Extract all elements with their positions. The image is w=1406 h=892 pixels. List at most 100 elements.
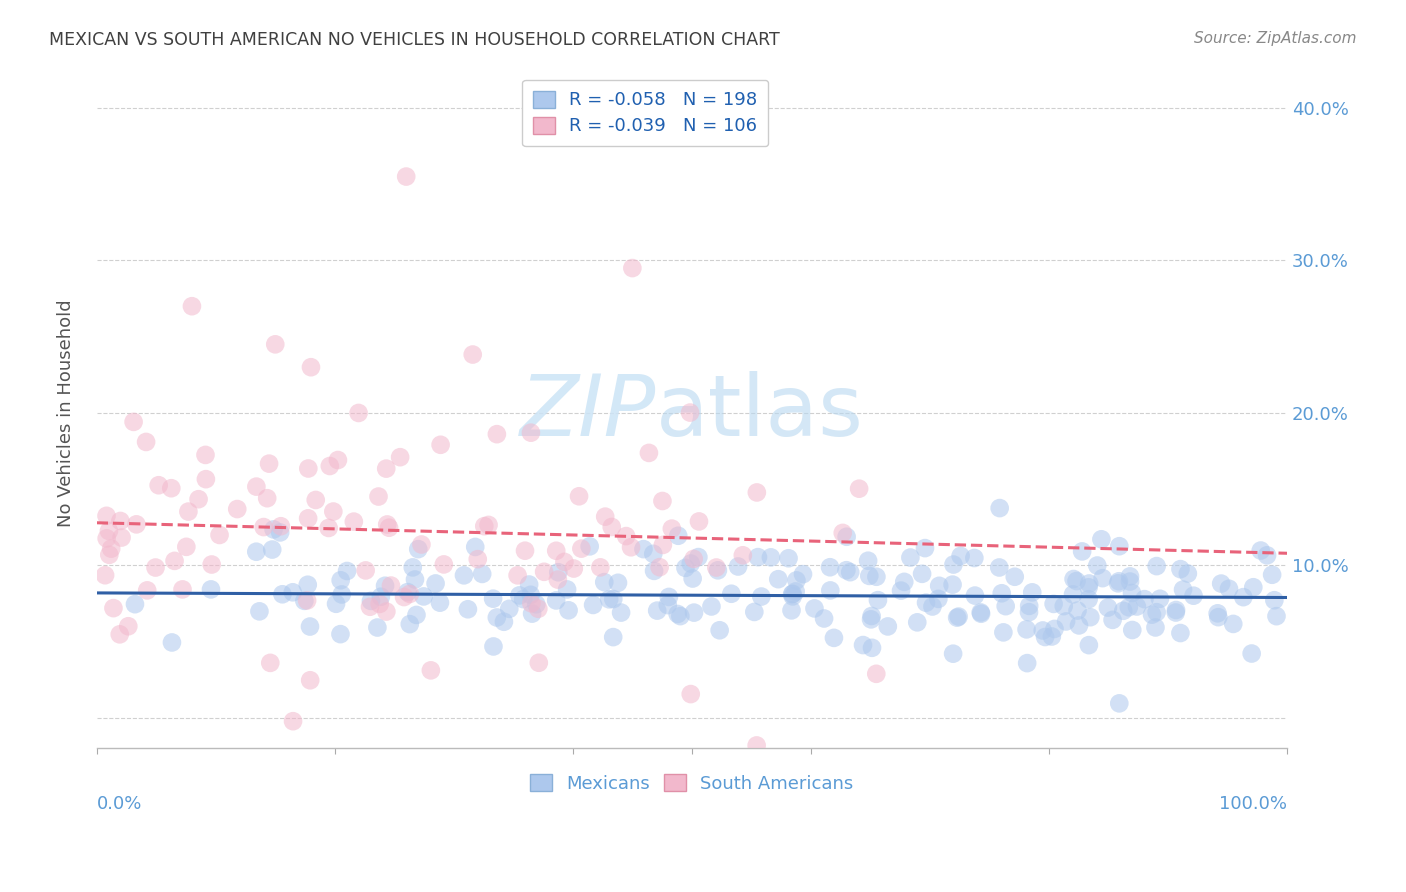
Point [803,601,825,615]
Point [1054,615,1077,629]
Point [679,406,702,420]
Point [831,525,853,540]
Point [201,558,224,572]
Point [187,492,209,507]
Point [942,577,965,591]
Point [354,563,377,577]
Point [492,615,515,629]
Point [1126,599,1149,614]
Point [524,597,547,611]
Point [370,590,392,604]
Point [860,609,883,624]
Point [610,606,633,620]
Point [1182,589,1205,603]
Point [768,572,790,586]
Point [780,603,803,617]
Point [780,587,803,601]
Point [527,656,550,670]
Point [1017,656,1039,670]
Point [297,511,319,525]
Point [865,570,887,584]
Point [963,551,986,566]
Point [1108,539,1130,553]
Point [759,550,782,565]
Point [942,647,965,661]
Point [1071,544,1094,558]
Point [1146,559,1168,574]
Point [1101,613,1123,627]
Point [578,540,600,554]
Point [818,560,841,574]
Point [343,515,366,529]
Point [395,169,418,184]
Point [688,550,710,565]
Point [360,594,382,608]
Point [823,631,845,645]
Point [259,656,281,670]
Point [707,563,730,577]
Point [1232,590,1254,604]
Point [457,602,479,616]
Point [1077,580,1099,594]
Point [1265,609,1288,624]
Point [1164,603,1187,617]
Point [297,578,319,592]
Point [963,589,986,603]
Point [517,577,540,591]
Point [1108,574,1130,589]
Point [122,415,145,429]
Point [467,552,489,566]
Point [368,597,391,611]
Point [1119,574,1142,589]
Point [645,604,668,618]
Point [145,560,167,574]
Point [557,603,579,617]
Point [1240,647,1263,661]
Point [110,514,132,528]
Point [200,582,222,597]
Point [110,531,132,545]
Point [264,337,287,351]
Point [1241,580,1264,594]
Point [96,508,118,523]
Point [375,517,398,532]
Point [1040,630,1063,644]
Point [555,582,578,597]
Point [117,619,139,633]
Point [1250,543,1272,558]
Point [172,582,194,597]
Point [589,560,612,574]
Point [398,617,420,632]
Point [257,457,280,471]
Text: MEXICAN VS SOUTH AMERICAN NO VEHICLES IN HOUSEHOLD CORRELATION CHART: MEXICAN VS SOUTH AMERICAN NO VEHICLES IN… [49,31,780,49]
Text: 100.0%: 100.0% [1219,796,1286,814]
Point [614,529,637,543]
Point [593,509,616,524]
Point [1222,616,1244,631]
Point [643,564,665,578]
Point [835,530,858,544]
Point [970,606,993,620]
Point [1133,592,1156,607]
Point [482,640,505,654]
Point [533,565,555,579]
Point [485,427,508,442]
Point [860,612,883,626]
Point [1090,533,1112,547]
Point [527,601,550,615]
Point [429,438,451,452]
Point [683,606,706,620]
Text: Source: ZipAtlas.com: Source: ZipAtlas.com [1194,31,1357,46]
Point [1211,576,1233,591]
Point [396,585,419,599]
Point [865,666,887,681]
Point [1263,593,1285,607]
Point [411,537,433,551]
Point [433,558,456,572]
Point [1033,630,1056,644]
Point [751,590,773,604]
Point [453,568,475,582]
Point [848,482,870,496]
Point [398,587,420,601]
Point [1144,620,1167,634]
